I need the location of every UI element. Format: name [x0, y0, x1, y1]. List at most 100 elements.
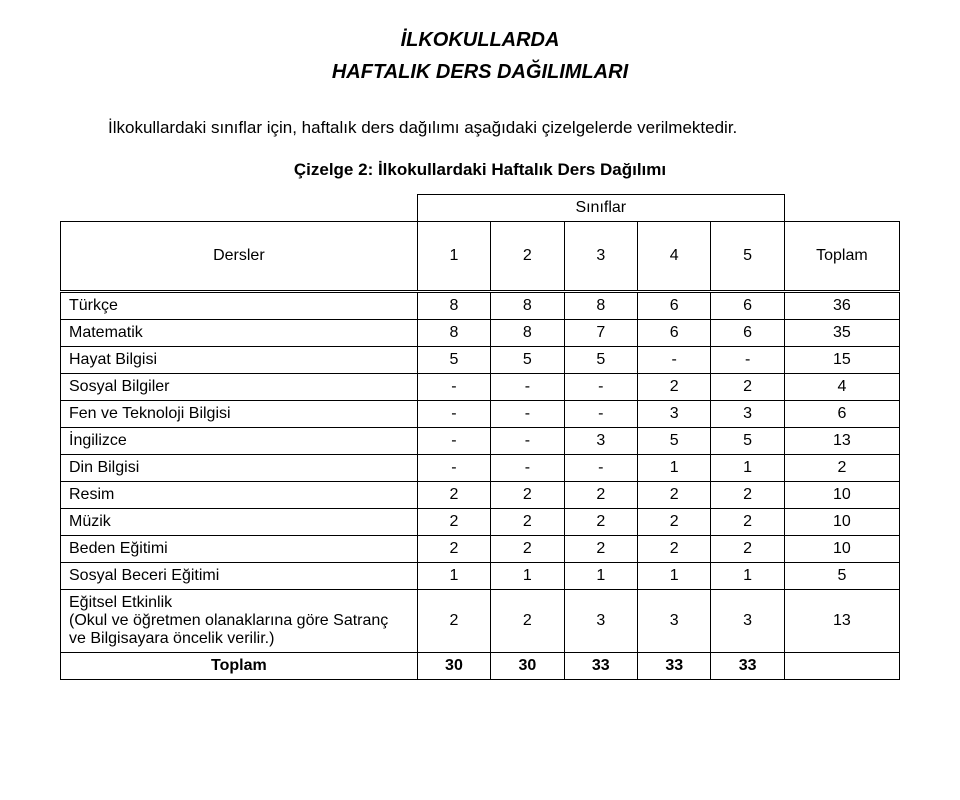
subject-name: Türkçe	[61, 292, 418, 320]
cell-value: 8	[491, 320, 564, 347]
cell-value: 8	[491, 292, 564, 320]
table-row: Sosyal Beceri Eğitimi111115	[61, 563, 900, 590]
row-total: 35	[784, 320, 899, 347]
table-row: Sosyal Bilgiler---224	[61, 374, 900, 401]
row-total: 5	[784, 563, 899, 590]
cell-value: -	[417, 428, 490, 455]
cell-value: 6	[711, 320, 784, 347]
footer-v3: 33	[564, 653, 637, 680]
cell-value: 2	[417, 536, 490, 563]
subject-name: Fen ve Teknoloji Bilgisi	[61, 401, 418, 428]
cell-value: 2	[417, 590, 490, 653]
cell-value: 1	[417, 563, 490, 590]
cell-value: 1	[638, 563, 711, 590]
cell-value: 5	[638, 428, 711, 455]
cell-value: 6	[638, 292, 711, 320]
cell-value: 2	[638, 509, 711, 536]
cell-value: 2	[417, 482, 490, 509]
grade-col-2: 2	[491, 222, 564, 292]
table-super-header-row: Sınıflar	[61, 195, 900, 222]
cell-value: -	[417, 455, 490, 482]
row-total: 13	[784, 428, 899, 455]
cell-value: 5	[711, 428, 784, 455]
footer-v4: 33	[638, 653, 711, 680]
footer-total	[784, 653, 899, 680]
cell-value: 6	[711, 292, 784, 320]
cell-value: -	[638, 347, 711, 374]
cell-value: 1	[491, 563, 564, 590]
title-line-1: İLKOKULLARDA	[60, 24, 900, 56]
cell-value: 3	[638, 590, 711, 653]
table-row: Fen ve Teknoloji Bilgisi---336	[61, 401, 900, 428]
row-total: 10	[784, 509, 899, 536]
cell-value: 6	[638, 320, 711, 347]
table-header-row: Dersler 1 2 3 4 5 Toplam	[61, 222, 900, 292]
cell-value: 3	[711, 401, 784, 428]
toplam-header: Toplam	[784, 222, 899, 292]
table-row: Din Bilgisi---112	[61, 455, 900, 482]
title-line-2: HAFTALIK DERS DAĞILIMLARI	[60, 56, 900, 88]
table-caption: Çizelge 2: İlkokullardaki Haftalık Ders …	[60, 160, 900, 180]
subject-name: Sosyal Bilgiler	[61, 374, 418, 401]
cell-value: 1	[564, 563, 637, 590]
row-total: 6	[784, 401, 899, 428]
subject-name: Hayat Bilgisi	[61, 347, 418, 374]
table-row: Eğitsel Etkinlik(Okul ve öğretmen olanak…	[61, 590, 900, 653]
cell-value: 2	[417, 509, 490, 536]
subject-name: Beden Eğitimi	[61, 536, 418, 563]
row-total: 13	[784, 590, 899, 653]
cell-value: 2	[564, 536, 637, 563]
cell-value: 2	[638, 482, 711, 509]
table-row: İngilizce--35513	[61, 428, 900, 455]
subject-name: İngilizce	[61, 428, 418, 455]
table-row: Müzik2222210	[61, 509, 900, 536]
cell-value: -	[564, 455, 637, 482]
cell-value: 2	[711, 509, 784, 536]
cell-value: 3	[638, 401, 711, 428]
cell-value: 5	[417, 347, 490, 374]
footer-v5: 33	[711, 653, 784, 680]
toplam-empty-top	[784, 195, 899, 222]
corner-empty	[61, 195, 418, 222]
subject-name: Sosyal Beceri Eğitimi	[61, 563, 418, 590]
row-total: 4	[784, 374, 899, 401]
row-total: 36	[784, 292, 899, 320]
cell-value: 2	[491, 536, 564, 563]
cell-value: 2	[638, 536, 711, 563]
intro-paragraph: İlkokullardaki sınıflar için, haftalık d…	[60, 118, 900, 138]
cell-value: -	[491, 374, 564, 401]
cell-value: 7	[564, 320, 637, 347]
table-total-row: Toplam 30 30 33 33 33	[61, 653, 900, 680]
cell-value: 8	[564, 292, 637, 320]
table-row: Matematik8876635	[61, 320, 900, 347]
grade-col-5: 5	[711, 222, 784, 292]
row-total: 10	[784, 536, 899, 563]
subject-name: Müzik	[61, 509, 418, 536]
table-row: Beden Eğitimi2222210	[61, 536, 900, 563]
cell-value: 1	[638, 455, 711, 482]
cell-value: 2	[491, 590, 564, 653]
row-total: 10	[784, 482, 899, 509]
cell-value: 8	[417, 320, 490, 347]
page-title: İLKOKULLARDA HAFTALIK DERS DAĞILIMLARI	[60, 24, 900, 88]
row-total: 2	[784, 455, 899, 482]
cell-value: -	[491, 428, 564, 455]
cell-value: 2	[711, 374, 784, 401]
cell-value: -	[564, 401, 637, 428]
cell-value: 3	[711, 590, 784, 653]
table-row: Hayat Bilgisi555--15	[61, 347, 900, 374]
cell-value: 1	[711, 563, 784, 590]
cell-value: 3	[564, 590, 637, 653]
cell-value: -	[491, 455, 564, 482]
cell-value: -	[417, 374, 490, 401]
footer-label: Toplam	[61, 653, 418, 680]
cell-value: 2	[711, 482, 784, 509]
cell-value: 2	[564, 509, 637, 536]
cell-value: -	[564, 374, 637, 401]
cell-value: 2	[638, 374, 711, 401]
cell-value: 2	[491, 509, 564, 536]
dersler-header: Dersler	[61, 222, 418, 292]
cell-value: 5	[491, 347, 564, 374]
footer-v1: 30	[417, 653, 490, 680]
grade-col-1: 1	[417, 222, 490, 292]
